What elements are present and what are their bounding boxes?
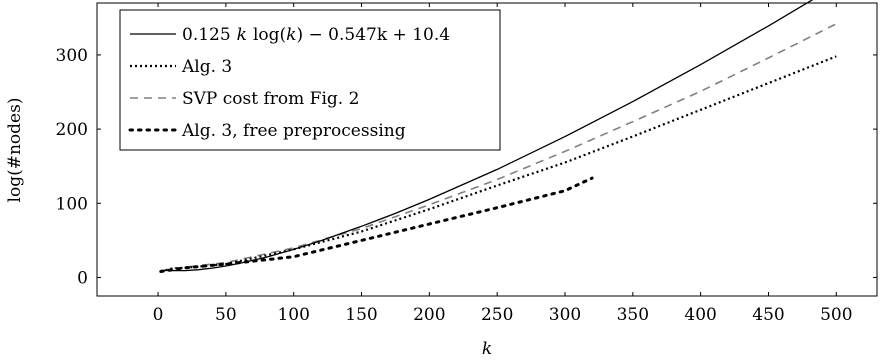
x-tick-label-300: 300 bbox=[549, 305, 581, 325]
legend-entry-svp-cost: SVP cost from Fig. 2 bbox=[182, 89, 359, 109]
legend-entry-alg3-free: Alg. 3, free preprocessing bbox=[181, 121, 406, 141]
series-layer bbox=[159, 0, 837, 273]
legend: 0.125 k log(k) − 0.547k + 10.4 Alg. 3 SVP … bbox=[119, 9, 501, 151]
x-tick-label-200: 200 bbox=[413, 305, 445, 325]
plot-frame bbox=[96, 2, 878, 297]
x-tick-label-0: 0 bbox=[153, 305, 164, 325]
x-tick-label-400: 400 bbox=[684, 305, 716, 325]
y-tick-label-200: 200 bbox=[56, 120, 88, 140]
x-tick-label-350: 350 bbox=[617, 305, 649, 325]
x-tick-label-500: 500 bbox=[820, 305, 852, 325]
x-tick-label-150: 150 bbox=[345, 305, 377, 325]
axis-ticks bbox=[97, 3, 877, 296]
x-tick-label-450: 450 bbox=[752, 305, 784, 325]
x-axis-label: k bbox=[482, 339, 492, 359]
axis-tick-labels: 0 50 100 150 200 250 300 350 400 450 500 0 100 200 300 bbox=[56, 46, 853, 325]
x-tick-label-250: 250 bbox=[481, 305, 513, 325]
legend-entry-alg3: Alg. 3 bbox=[181, 57, 232, 77]
y-axis-label: log(#nodes) bbox=[5, 98, 25, 203]
y-tick-label-100: 100 bbox=[56, 194, 88, 214]
x-tick-label-100: 100 bbox=[277, 305, 309, 325]
y-tick-label-300: 300 bbox=[56, 46, 88, 66]
series-line-dotted bbox=[160, 55, 837, 273]
x-tick-label-50: 50 bbox=[215, 305, 237, 325]
legend-box bbox=[119, 9, 501, 151]
legend-entry-formula: 0.125 k log(k) − 0.547k + 10.4 bbox=[182, 25, 450, 45]
series-line-loose-dotted bbox=[159, 176, 594, 273]
y-tick-label-0: 0 bbox=[77, 268, 88, 288]
series-line-solid bbox=[160, 0, 814, 272]
